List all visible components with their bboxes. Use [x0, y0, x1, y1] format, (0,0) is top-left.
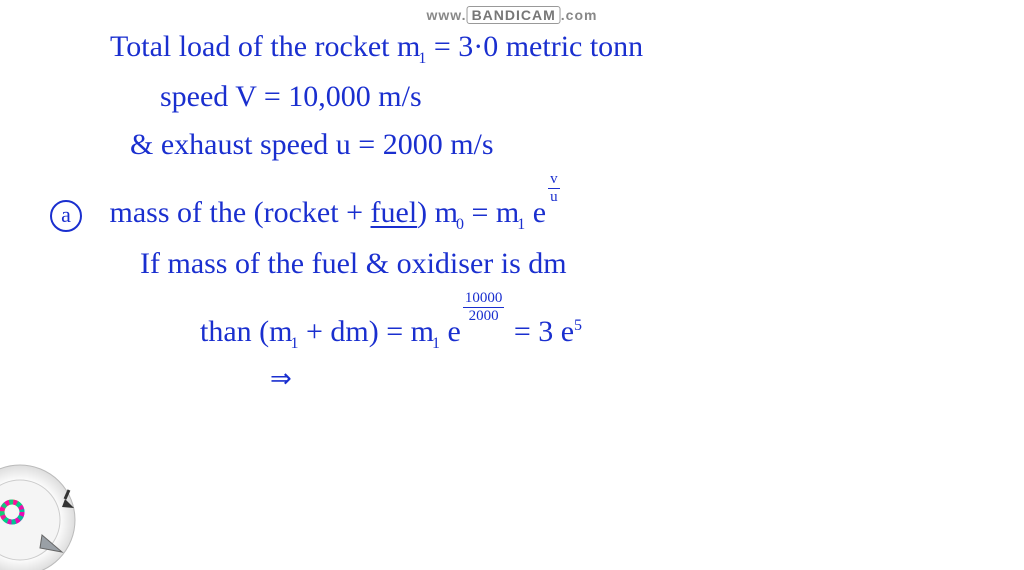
v-label: speed V = 10,000 m/s [160, 80, 422, 113]
line-v: speed V = 10,000 m/s [110, 76, 1014, 118]
exp-frac-d: 2000 [463, 308, 505, 324]
line-m1: Total load of the rocket m1 = 3·0 metric… [110, 26, 1014, 70]
handwritten-page: Total load of the rocket m 1 = 3·0 metric… [110, 20, 1014, 404]
line-than: than (m1 + dm) = m1 e100002000 = 3 e5 [110, 291, 1014, 355]
exp-frac-n: 10000 [463, 291, 505, 308]
color-picker-tool-icon[interactable] [0, 440, 100, 570]
exp5: 5 [574, 315, 582, 337]
if-text: If mass of the fuel & oxidiser is dm [140, 247, 567, 280]
line-implies: ⇒ [270, 361, 1014, 397]
mass-pre: mass of the (rocket + [110, 196, 371, 229]
mass-post: ) m [417, 196, 458, 229]
eq1: = m [464, 196, 519, 229]
mass-fuel: fuel [371, 196, 418, 229]
line-part-a: a mass of the (rocket + fuel) m0 = m1 ev… [50, 172, 1014, 236]
eq3: = 3 e [506, 315, 574, 348]
exp-vu-d: u [548, 189, 560, 205]
e1: e [525, 196, 546, 229]
exp-frac: 100002000 [461, 291, 507, 337]
part-a-marker: a [50, 200, 82, 232]
than: than (m [200, 315, 292, 348]
line-if: If mass of the fuel & oxidiser is dm [110, 243, 1014, 285]
m1-label: Total load of the rocket m [110, 30, 420, 63]
m1-eq: = 3·0 metric tonn [426, 30, 643, 63]
m1-sub4: 1 [432, 333, 440, 355]
m0-sub: 0 [456, 214, 464, 236]
implies: ⇒ [270, 364, 292, 393]
exp-vu-n: v [548, 172, 560, 189]
line-u: & exhaust speed u = 2000 m/s [110, 124, 1014, 166]
e2: e [440, 315, 461, 348]
u-label: & exhaust speed u = 2000 m/s [130, 128, 494, 161]
exp-vu: vu [546, 172, 562, 218]
plus-dm: + dm) = m [298, 315, 434, 348]
